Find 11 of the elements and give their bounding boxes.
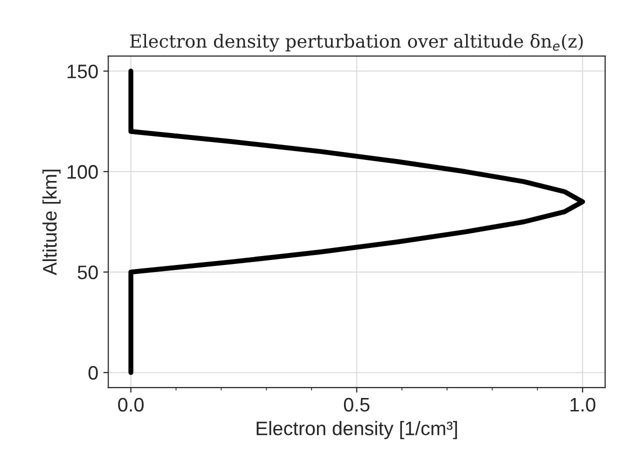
y-axis-title: Altitude [km] (42, 170, 61, 276)
line-series (128, 68, 585, 375)
x-tick-label: 1.0 (570, 398, 596, 412)
x-tick-label: 0.5 (344, 398, 370, 412)
x-axis-title: Electron density [1/cm³] (256, 421, 457, 440)
y-tick-label: 150 (68, 64, 98, 78)
y-tick-label: 100 (68, 165, 98, 179)
y-tick-label: 0 (88, 366, 98, 380)
x-tick-label: 0.0 (118, 398, 144, 412)
chart-title: Electron density perturbation over altitude δn$_{e}$(z) (130, 34, 583, 52)
y-tick-label: 50 (78, 266, 98, 280)
